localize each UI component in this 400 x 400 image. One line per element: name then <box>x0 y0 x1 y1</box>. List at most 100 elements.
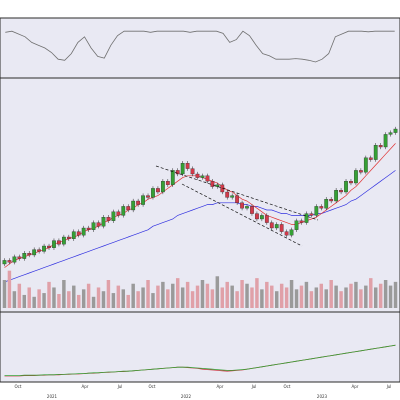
volume-bar <box>339 291 343 308</box>
volume-bar <box>200 280 205 308</box>
volume-bar <box>304 281 309 308</box>
volume-bar <box>274 291 279 308</box>
volume-bar <box>12 291 17 308</box>
volume-bar <box>324 289 328 308</box>
x-tick-jul-2021: Jul <box>117 384 123 389</box>
candle-up <box>274 224 279 229</box>
volume-bar <box>299 285 304 308</box>
candle-up <box>52 240 56 248</box>
candle-up <box>121 206 126 216</box>
volume-bar <box>309 291 314 308</box>
volume-bar <box>364 285 368 308</box>
candle-down <box>190 168 195 175</box>
oscillator-line <box>5 30 395 63</box>
moving-average-slow <box>4 170 396 283</box>
candle-up <box>215 184 220 187</box>
volume-bar <box>220 287 225 308</box>
volume-bar <box>141 287 145 308</box>
candle-down <box>175 170 180 175</box>
candle-down <box>66 236 71 239</box>
volume-bar <box>344 287 348 308</box>
volume-bar <box>131 283 135 308</box>
candle-down <box>116 211 121 216</box>
x-tick-apr-2023: Apr <box>352 384 359 389</box>
volume-bar <box>354 281 358 308</box>
candle-down <box>250 206 254 214</box>
volume-bar <box>225 281 229 308</box>
volume-bar <box>373 287 378 308</box>
volume-bar <box>270 285 274 308</box>
volume-bar <box>210 289 215 308</box>
volume-bar <box>67 291 71 308</box>
volume-bar <box>279 283 284 308</box>
volume-bar <box>175 278 180 308</box>
candle-down <box>156 188 160 193</box>
candle-down <box>195 173 200 178</box>
volume-bar <box>378 283 383 308</box>
candle-down <box>210 181 215 187</box>
candle-down <box>86 227 91 230</box>
candle-down <box>47 245 51 248</box>
candle-up <box>22 253 27 259</box>
candle-down <box>279 224 284 232</box>
channel-lines <box>155 165 319 247</box>
candle-up <box>42 245 46 252</box>
volume-bar <box>349 283 353 308</box>
candle-up <box>373 145 378 160</box>
bottom-indicator-line-2 <box>4 344 396 377</box>
volume-bar <box>27 287 31 308</box>
candle-up <box>81 227 86 236</box>
candle-up <box>334 190 339 202</box>
candle-up <box>12 256 17 263</box>
x-tick-oct-2021: Oct <box>149 384 156 389</box>
candle-up <box>131 200 136 211</box>
volume-bar <box>334 285 338 308</box>
volume-bar <box>250 287 254 308</box>
oscillator-panel-background <box>0 17 400 79</box>
x-tick-jul-2023: Jul <box>386 384 392 389</box>
channel-lower-line <box>181 183 303 247</box>
volume-bar <box>52 287 56 308</box>
volume-bar <box>359 289 363 308</box>
volume-bar <box>7 270 12 308</box>
volume-bar <box>76 294 81 308</box>
candle-down <box>106 217 111 221</box>
volume-bar <box>111 293 116 308</box>
candle-down <box>264 215 269 223</box>
candle-up <box>314 206 319 216</box>
candle-down <box>235 195 240 203</box>
candle-down <box>299 220 304 223</box>
candle-down <box>240 202 244 209</box>
price-panel-background <box>0 78 400 312</box>
volume-bar <box>235 291 239 308</box>
x-tick-apr-2021: Apr <box>82 384 89 389</box>
volume-bar <box>319 283 324 308</box>
volume-bar <box>329 280 333 308</box>
volume-bar <box>106 280 111 308</box>
volume-bar <box>255 278 259 308</box>
x-tick-jul-2022: Jul <box>251 384 257 389</box>
volume-bar <box>156 285 160 308</box>
volume-bar <box>284 287 289 308</box>
price-panel <box>0 78 400 312</box>
volume-bars <box>2 270 398 308</box>
volume-bar <box>62 280 66 308</box>
volume-bar <box>314 287 319 308</box>
volume-bar <box>121 289 126 308</box>
volume-bar <box>126 294 130 308</box>
candle-up <box>289 229 294 236</box>
volume-bar <box>146 280 150 308</box>
volume-bar <box>37 289 41 308</box>
volume-bar <box>72 285 76 308</box>
candle-up <box>91 222 96 230</box>
candle-down <box>136 200 141 205</box>
candle-down <box>205 175 210 182</box>
volume-bar <box>230 285 234 308</box>
volume-bar <box>101 291 106 308</box>
volume-bar <box>369 278 373 308</box>
candle-down <box>96 222 101 227</box>
volume-bar <box>116 285 121 308</box>
candle-up <box>344 181 348 193</box>
candle-up <box>111 211 116 221</box>
